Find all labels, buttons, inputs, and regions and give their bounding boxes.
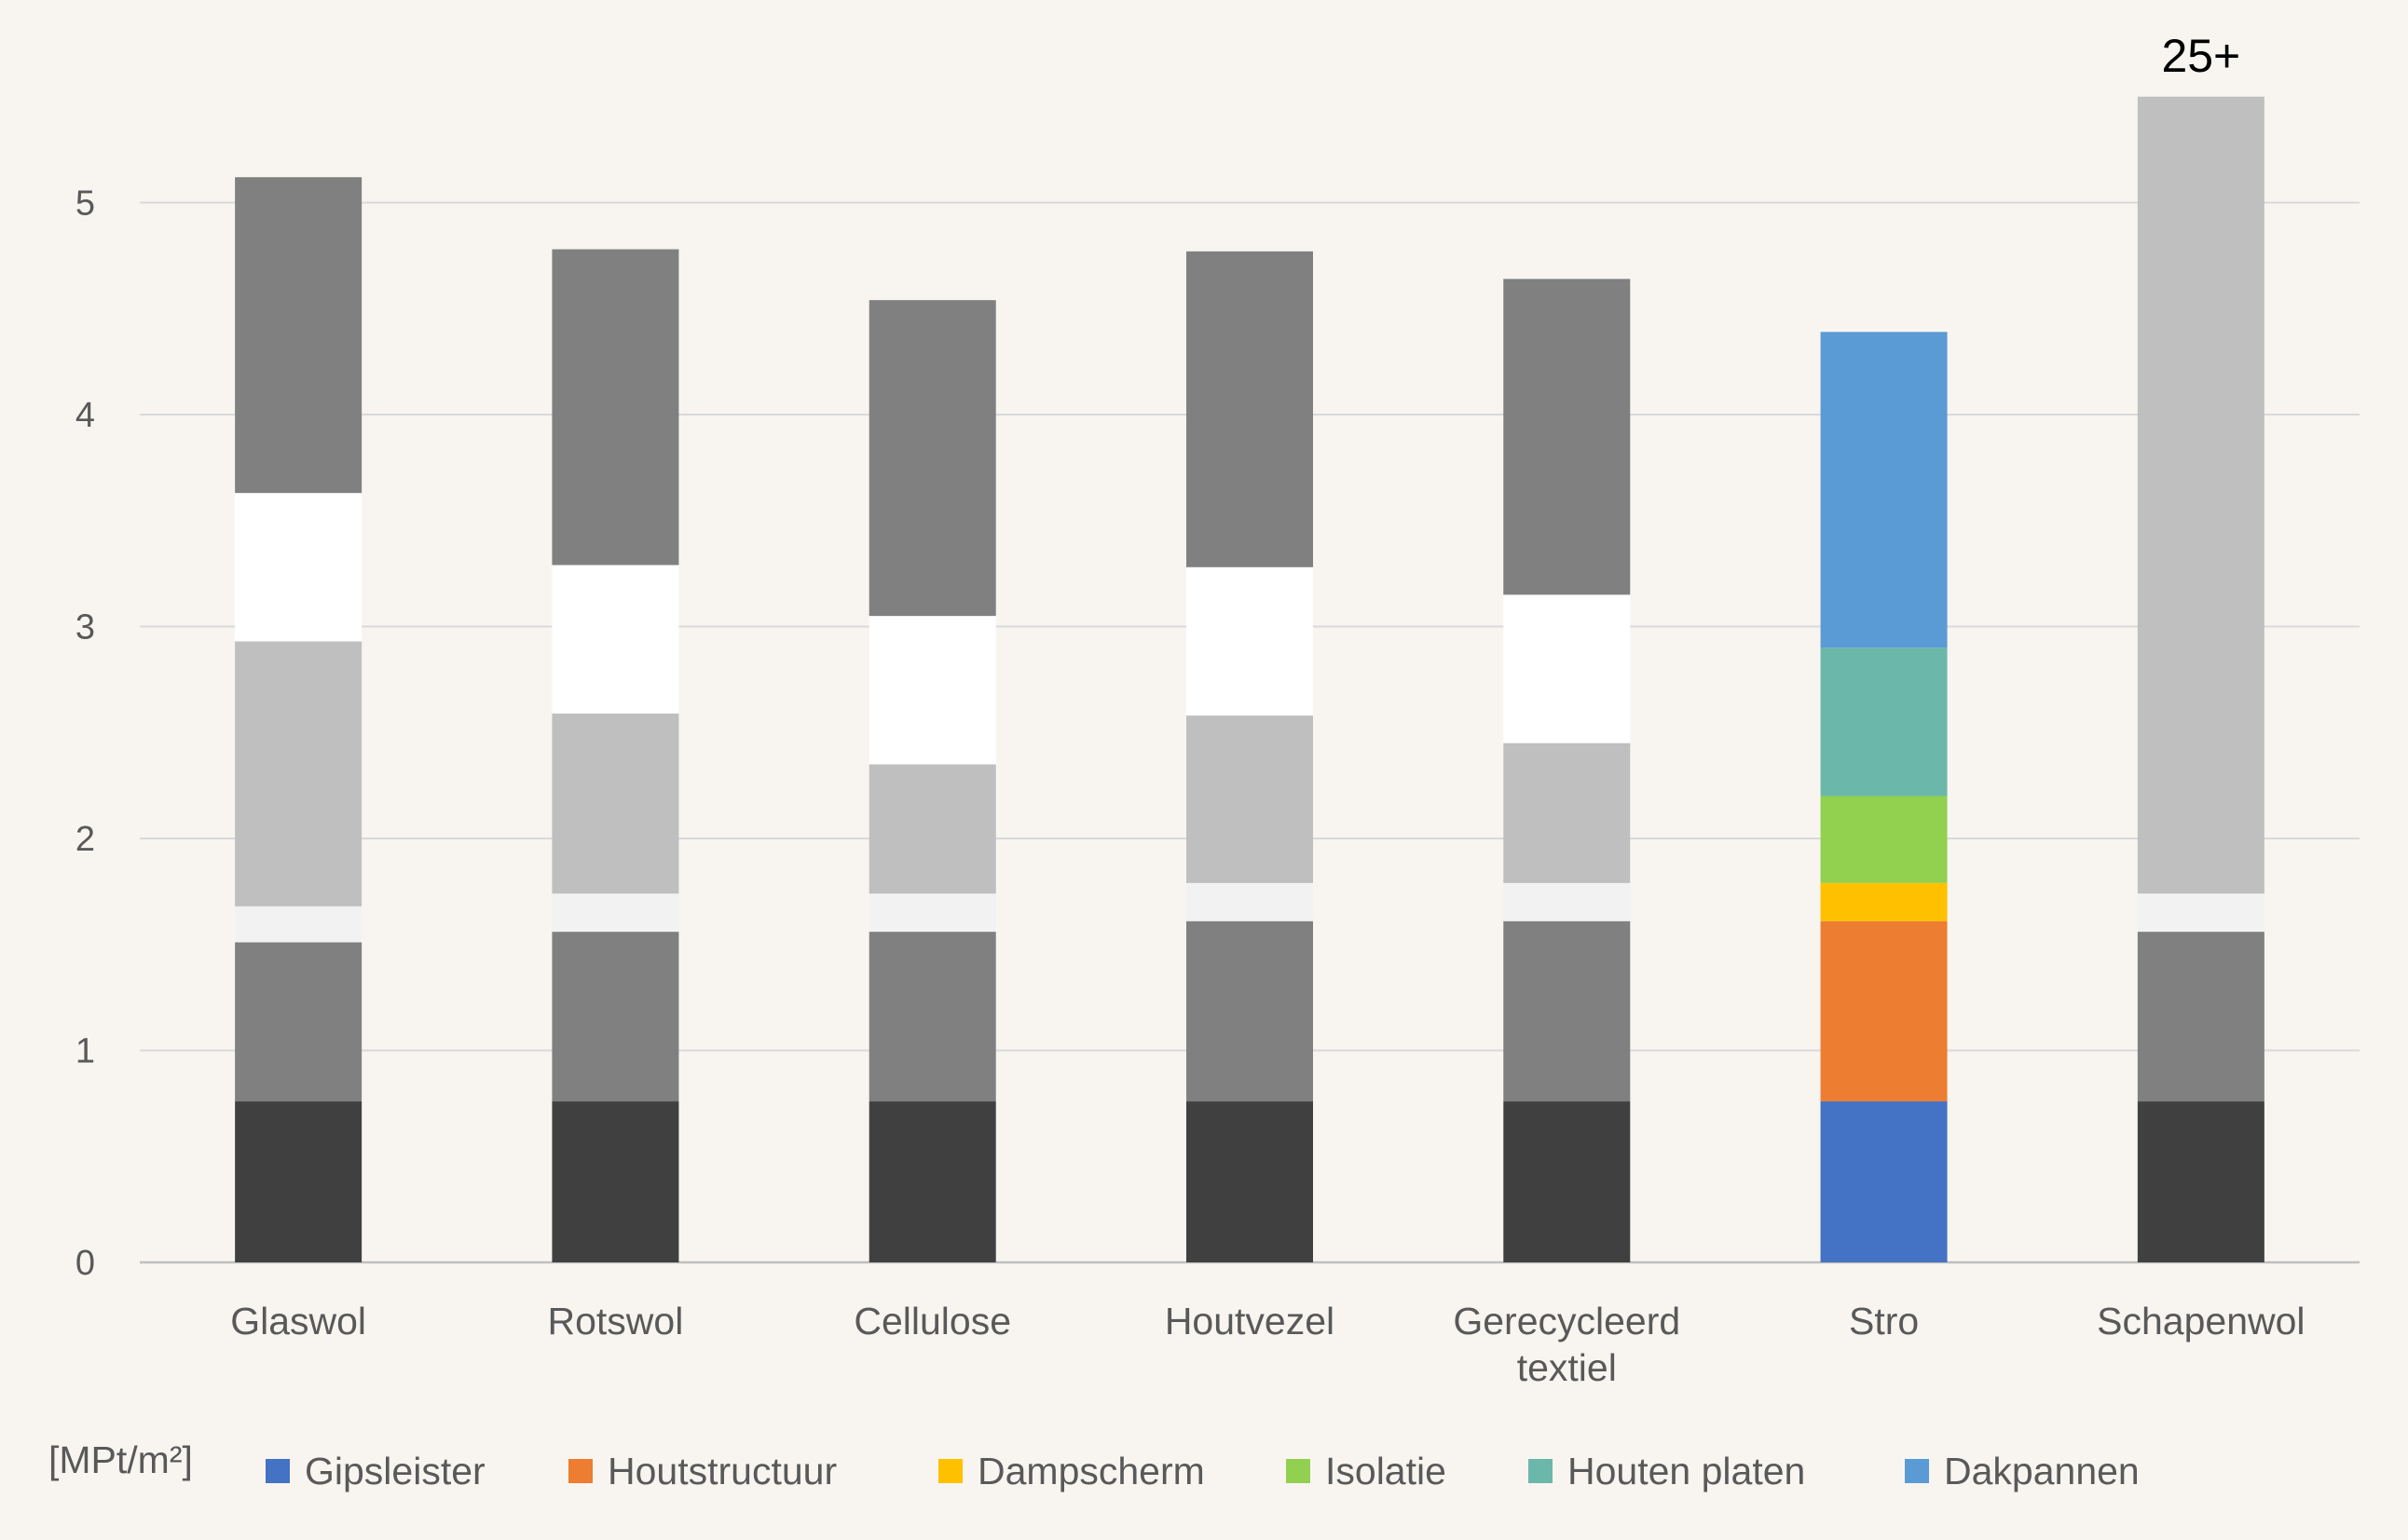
- bar-segment-gipsleister: [235, 1101, 363, 1262]
- bar-segment-houtstructuur: [235, 942, 363, 1102]
- x-category-label: Houtvezel: [1165, 1300, 1334, 1342]
- bar-segment-dakpannen: [235, 177, 363, 494]
- bar-segment-isolatie: [552, 713, 679, 894]
- bar-segment-isolatie: [2137, 96, 2264, 894]
- bar-segment-dampscherm: [1503, 882, 1631, 921]
- bar-segment-dakpannen: [869, 300, 996, 617]
- x-category-label: Rotswol: [548, 1300, 684, 1342]
- legend-label: Houtstructuur: [608, 1450, 837, 1492]
- legend-label: Gipsleister: [305, 1450, 486, 1492]
- legend-swatch: [266, 1459, 290, 1483]
- bar-segment-dakpannen: [1186, 251, 1313, 567]
- y-tick-label-2: 2: [75, 820, 95, 859]
- annotations: 25+: [2161, 30, 2240, 82]
- bar-segment-houtstructuur: [1186, 920, 1313, 1102]
- bar-segment-dakpannen: [552, 249, 679, 566]
- bar-segment-gipsleister: [552, 1101, 679, 1262]
- x-category-label: Cellulose: [854, 1300, 1011, 1342]
- bar-segment-houtstructuur: [1820, 920, 1948, 1102]
- bar-segment-houten-platen: [1820, 647, 1948, 797]
- bar-segment-dampscherm: [1820, 882, 1948, 921]
- bar-segment-isolatie: [1186, 715, 1313, 883]
- x-category-label: Gerecycleerd textiel: [1453, 1300, 1680, 1389]
- bar-segment-gipsleister: [1820, 1101, 1948, 1262]
- legend-swatch: [1286, 1459, 1310, 1483]
- y-tick-label-4: 4: [75, 396, 95, 435]
- bar-segment-houten-platen: [235, 493, 363, 642]
- legend-label: Dampscherm: [978, 1450, 1205, 1492]
- bar-segment-dampscherm: [2137, 893, 2264, 933]
- bar-segment-dampscherm: [235, 906, 363, 943]
- bar-segment-houtstructuur: [2137, 932, 2264, 1102]
- y-axis-tick-labels: 0 1 2 3 4 5: [75, 184, 95, 1284]
- x-category-label: Schapenwol: [2097, 1300, 2305, 1342]
- unit-label: [MPt/m²]: [48, 1438, 193, 1481]
- bar-segment-houtstructuur: [869, 932, 996, 1102]
- bar-segment-gipsleister: [2137, 1101, 2264, 1262]
- bar-segment-dakpannen: [1503, 279, 1631, 595]
- y-tick-label-3: 3: [75, 608, 95, 647]
- bar-segment-dakpannen: [1820, 332, 1948, 648]
- bar-segment-houten-platen: [1186, 566, 1313, 716]
- y-tick-label-0: 0: [75, 1244, 95, 1283]
- y-tick-label-1: 1: [75, 1032, 95, 1071]
- bars: [235, 96, 2264, 1262]
- bar-segment-isolatie: [235, 641, 363, 906]
- x-category-label: Stro: [1849, 1300, 1919, 1342]
- legend-swatch: [568, 1459, 593, 1483]
- bar-segment-isolatie: [1820, 796, 1948, 883]
- legend-label: Houten platen: [1567, 1450, 1805, 1492]
- y-tick-label-5: 5: [75, 184, 95, 224]
- bar-segment-houtstructuur: [552, 932, 679, 1102]
- legend-label: Dakpannen: [1944, 1450, 2140, 1492]
- x-axis-category-labels: Glaswol Rotswol Cellulose Houtvezel Gerecycl…: [230, 1300, 2305, 1389]
- bar-segment-dampscherm: [552, 893, 679, 933]
- bar-segment-gipsleister: [869, 1101, 996, 1262]
- bar-annotation: 25+: [2161, 30, 2240, 82]
- bar-segment-houten-platen: [1503, 594, 1631, 743]
- legend-swatch: [938, 1459, 963, 1483]
- bar-segment-dampscherm: [869, 893, 996, 933]
- bar-segment-gipsleister: [1186, 1101, 1313, 1262]
- legend-swatch: [1528, 1459, 1553, 1483]
- bar-segment-gipsleister: [1503, 1101, 1631, 1262]
- bar-segment-houtstructuur: [1503, 920, 1631, 1102]
- bar-segment-houten-platen: [869, 616, 996, 765]
- bar-segment-isolatie: [1503, 743, 1631, 883]
- bar-segment-isolatie: [869, 764, 996, 894]
- bar-segment-dampscherm: [1186, 882, 1313, 921]
- legend-label: Isolatie: [1325, 1450, 1446, 1492]
- legend: [MPt/m²] Gipsleister Houtstructuur Dampsch…: [48, 1438, 2140, 1492]
- legend-swatch: [1905, 1459, 1929, 1483]
- x-category-label: Glaswol: [230, 1300, 366, 1342]
- bar-segment-houten-platen: [552, 565, 679, 714]
